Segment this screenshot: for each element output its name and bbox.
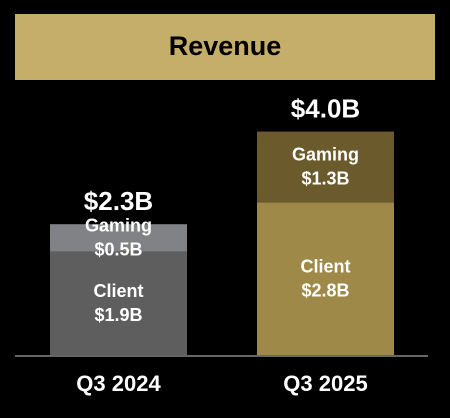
value-label: $2.8B [301, 280, 349, 300]
segment-name: Gaming [292, 145, 359, 165]
value-label: $1.9B [94, 305, 142, 325]
segment-name: Gaming [85, 216, 152, 236]
chart-title: Revenue [169, 31, 282, 61]
total-label: $4.0B [291, 93, 360, 123]
x-tick-label: Q3 2025 [283, 371, 367, 396]
bar-segment [50, 251, 187, 355]
x-tick-label: Q3 2024 [76, 371, 161, 396]
segment-name: Client [93, 281, 143, 301]
value-label: $0.5B [94, 240, 142, 260]
total-label: $2.3B [84, 186, 153, 216]
bar-segment [257, 202, 394, 355]
bar-segment [50, 224, 187, 252]
bar-segment [257, 131, 394, 203]
segment-name: Client [300, 256, 350, 276]
title-banner [15, 14, 435, 80]
value-label: $1.3B [301, 169, 349, 189]
